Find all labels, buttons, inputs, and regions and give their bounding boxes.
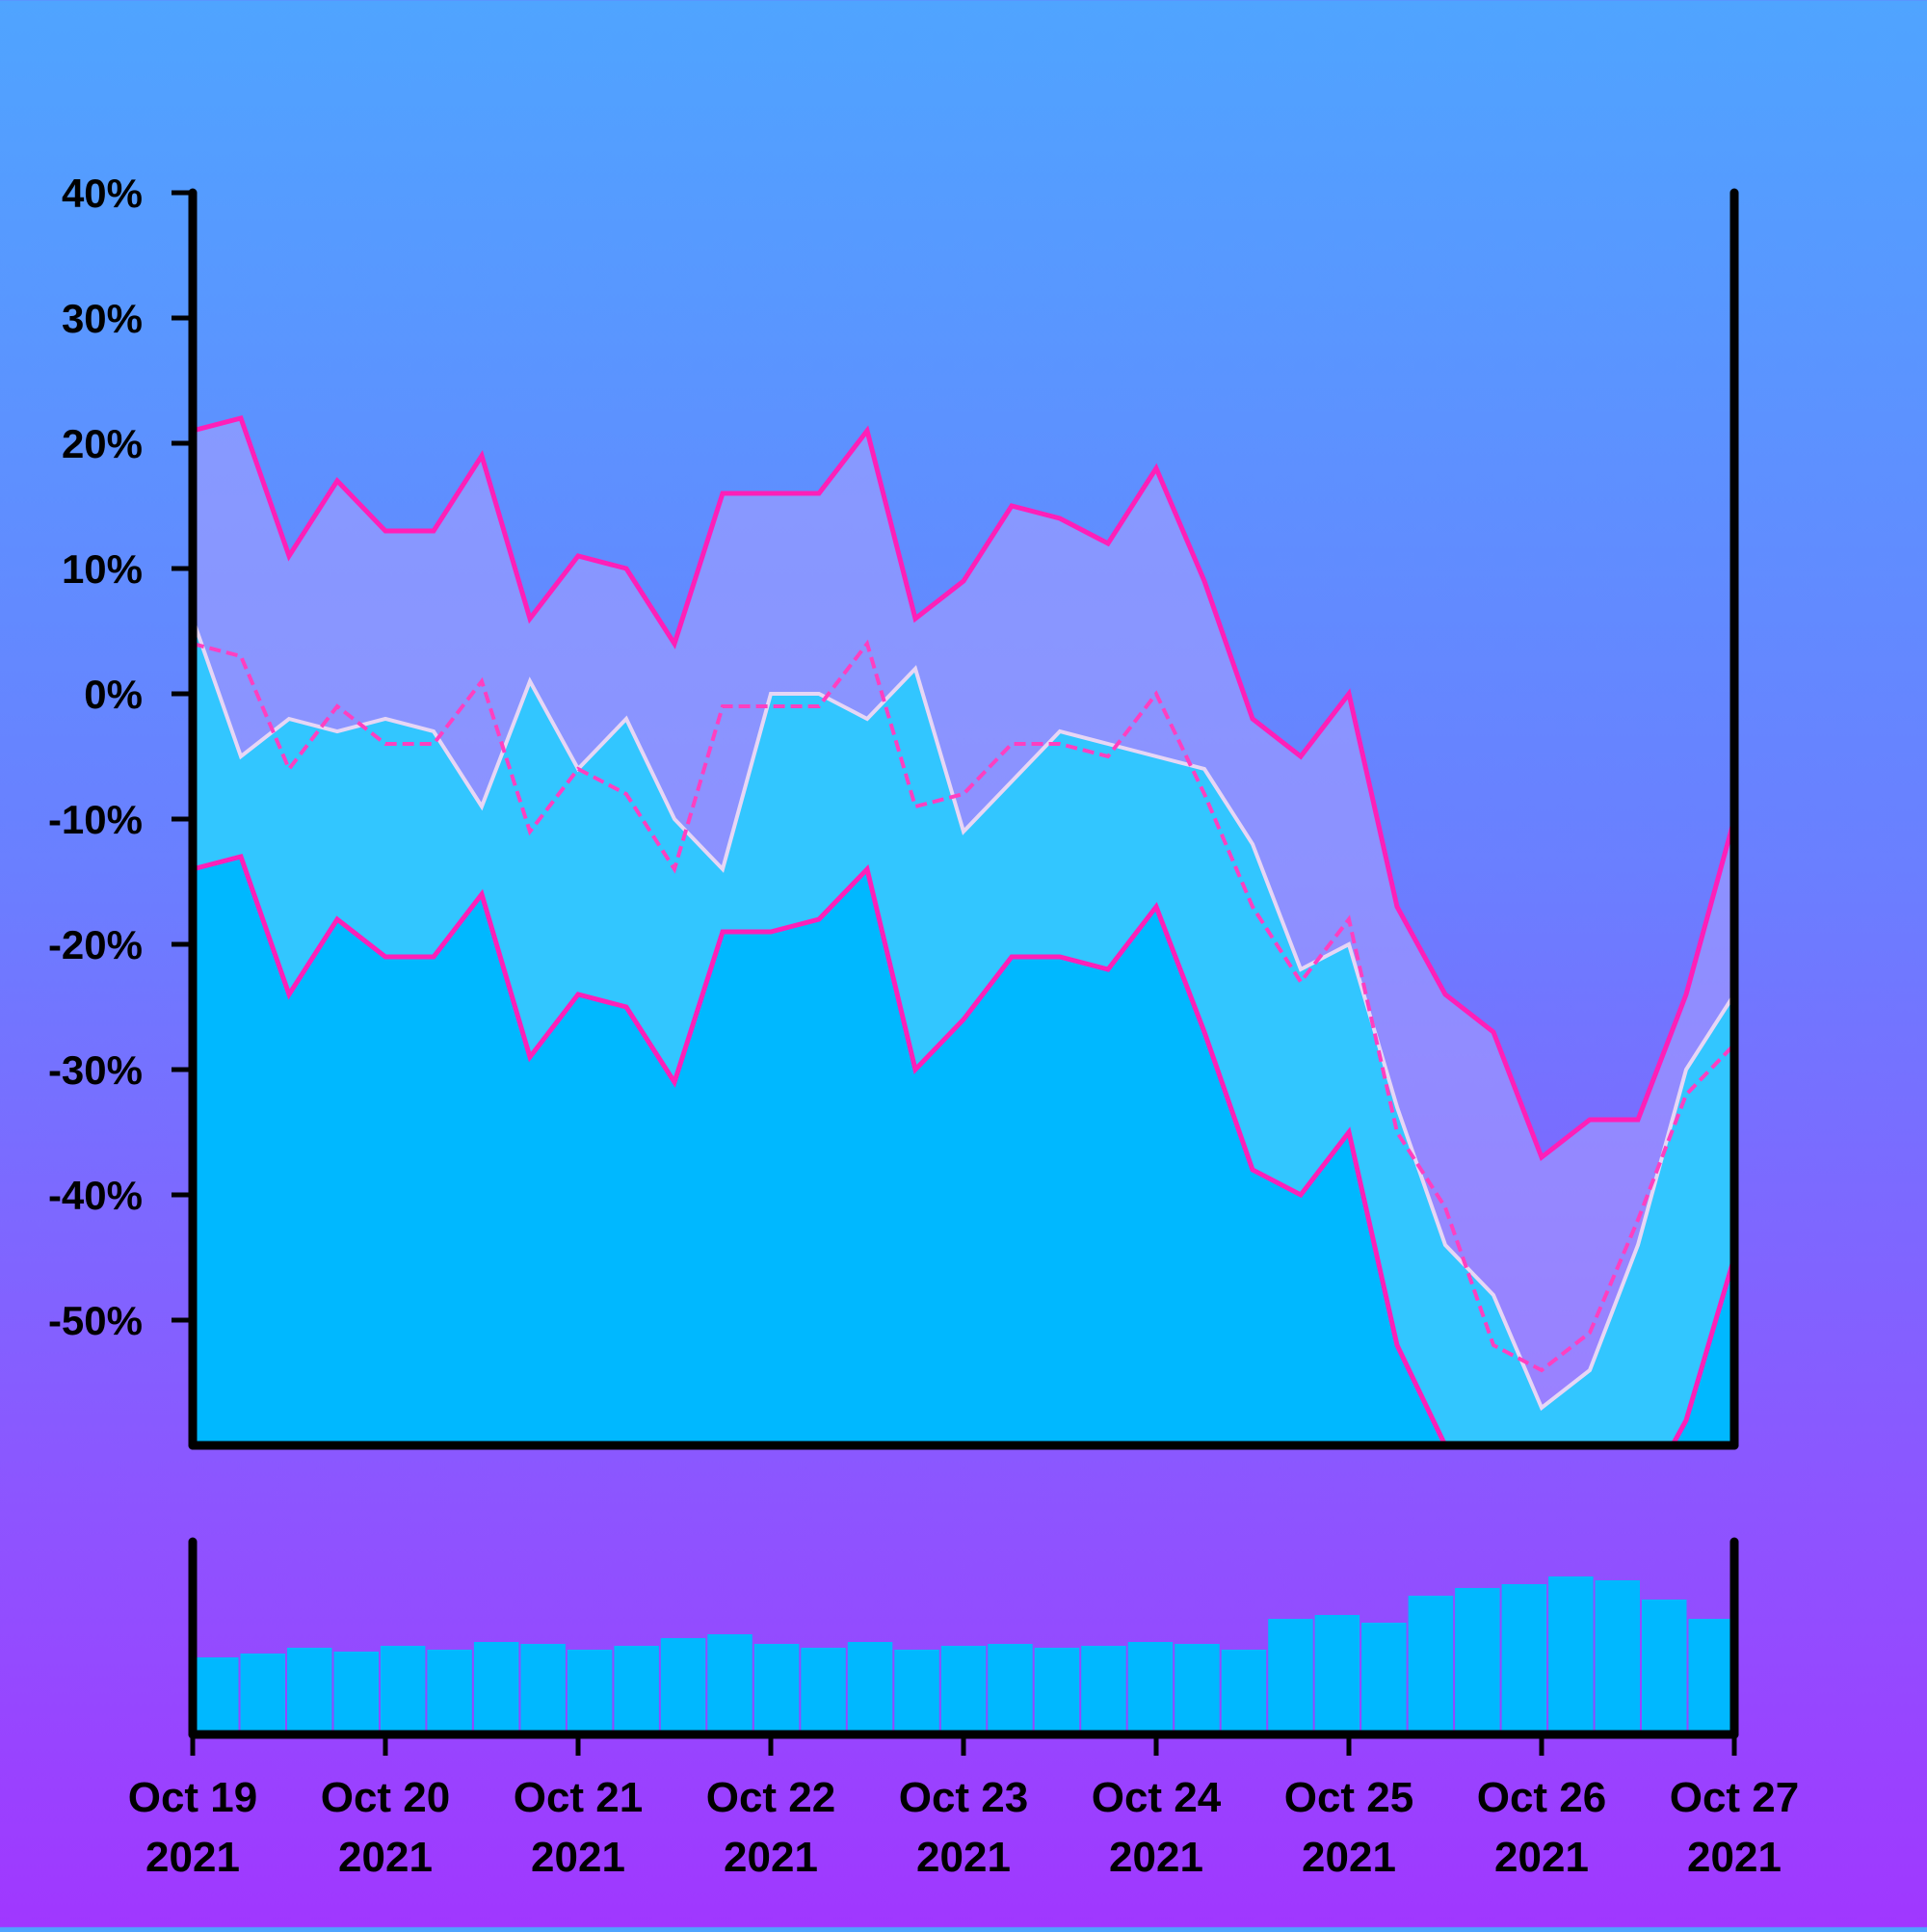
volume-bar xyxy=(1642,1600,1687,1734)
volume-bar xyxy=(473,1642,519,1734)
y-tick-label: 0% xyxy=(84,672,143,717)
volume-bar xyxy=(1548,1576,1594,1734)
x-tick-label-year: 2021 xyxy=(916,1834,1011,1881)
volume-bar xyxy=(940,1646,987,1734)
y-tick-label: -20% xyxy=(48,922,143,967)
volume-bar xyxy=(1688,1619,1733,1734)
volume-bar xyxy=(988,1644,1033,1734)
volume-bar xyxy=(567,1650,613,1734)
x-tick-label-year: 2021 xyxy=(1302,1834,1396,1881)
x-tick-label-date: Oct 25 xyxy=(1284,1774,1414,1821)
volume-bar xyxy=(1595,1580,1640,1734)
x-tick-label-date: Oct 26 xyxy=(1477,1774,1607,1821)
x-tick-label-date: Oct 23 xyxy=(899,1774,1029,1821)
y-tick-label: 40% xyxy=(62,171,143,216)
volume-bar xyxy=(1501,1584,1547,1734)
volume-bar xyxy=(1314,1615,1360,1734)
volume-bar xyxy=(847,1642,893,1734)
volume-bar xyxy=(520,1644,566,1734)
ticks-layer: 40% 30% 20% 10% 0% -10% -20% -30% -40% -50% Oct 19… xyxy=(48,171,1799,1881)
lower-band-line xyxy=(193,854,1734,1445)
bands-layer xyxy=(193,418,1734,1445)
volume-bar xyxy=(333,1652,379,1734)
x-tick-label-date: Oct 19 xyxy=(128,1774,258,1821)
x-tick-label-date: Oct 22 xyxy=(706,1774,836,1821)
x-tick-label-date: Oct 24 xyxy=(1092,1774,1222,1821)
volume-bar xyxy=(894,1650,939,1734)
y-tick-label: -10% xyxy=(48,797,143,842)
mid-lower-area xyxy=(193,619,1734,1445)
x-tick-label-year: 2021 xyxy=(1494,1834,1589,1881)
volume-bar xyxy=(194,1657,239,1734)
volume-bar xyxy=(240,1654,285,1734)
volume-bar xyxy=(287,1648,332,1734)
volume-bar xyxy=(1127,1642,1174,1734)
y-tick-label: -50% xyxy=(48,1298,143,1343)
volume-bar xyxy=(1361,1623,1407,1734)
x-tick-label-date: Oct 20 xyxy=(321,1774,451,1821)
volume-bar xyxy=(614,1646,659,1734)
volume-bar xyxy=(1081,1646,1126,1734)
volume-bar xyxy=(707,1634,752,1734)
volume-bar xyxy=(1268,1619,1313,1734)
volume-bar xyxy=(1175,1644,1220,1734)
lines-layer xyxy=(193,415,1734,1445)
x-tick-label-date: Oct 27 xyxy=(1670,1774,1800,1821)
value-line xyxy=(193,618,1734,1412)
y-tick-label: -30% xyxy=(48,1047,143,1093)
moving-average-line xyxy=(193,639,1734,1373)
upper-band-line xyxy=(193,415,1734,1162)
x-tick-label-year: 2021 xyxy=(724,1834,818,1881)
y-tick-label: 20% xyxy=(62,421,143,466)
x-tick-label-year: 2021 xyxy=(1109,1834,1203,1881)
volume-bar xyxy=(1221,1650,1267,1734)
x-tick-label-date: Oct 21 xyxy=(514,1774,644,1821)
volume-bar xyxy=(1455,1588,1500,1734)
volume-bar xyxy=(1034,1648,1080,1734)
volume-bar xyxy=(380,1646,426,1734)
y-tick-label: 10% xyxy=(62,546,143,592)
x-tick-label-year: 2021 xyxy=(338,1834,433,1881)
upper-area xyxy=(193,418,1734,1408)
volume-bar xyxy=(801,1648,846,1734)
x-tick-label-year: 2021 xyxy=(1687,1834,1782,1881)
y-tick-label: 30% xyxy=(62,296,143,341)
volume-layer xyxy=(194,1576,1733,1734)
x-tick-label-year: 2021 xyxy=(531,1834,625,1881)
volume-bar xyxy=(753,1644,800,1734)
volume-bar xyxy=(1408,1596,1454,1734)
volume-bar xyxy=(660,1638,706,1734)
x-tick-label-year: 2021 xyxy=(145,1834,240,1881)
lower-area xyxy=(193,857,1734,1445)
y-tick-label: -40% xyxy=(48,1173,143,1218)
volume-bar xyxy=(427,1650,472,1734)
